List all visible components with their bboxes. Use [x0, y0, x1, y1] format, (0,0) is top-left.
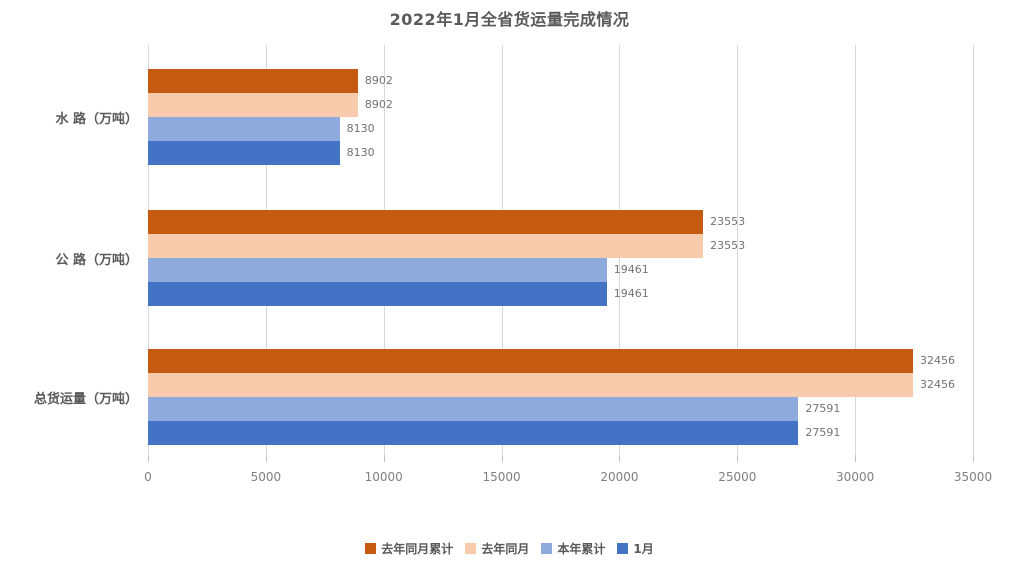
chart-title: 2022年1月全省货运量完成情况 — [389, 10, 630, 29]
x-axis-tick-label: 35000 — [953, 470, 993, 484]
data-label: 32456 — [920, 378, 956, 391]
data-label: 8902 — [364, 98, 393, 111]
x-axis-tick-label: 20000 — [600, 470, 639, 484]
legend-swatch-icon — [541, 543, 553, 554]
x-axis-tick-label: 0 — [144, 470, 152, 484]
x-axis-tick — [501, 455, 503, 462]
legend-item: 本年累计 — [541, 540, 605, 557]
bar-去年同月 — [148, 93, 358, 117]
bar-row: 8130 — [148, 117, 973, 141]
legend-swatch-icon — [465, 543, 477, 554]
category-label: 水 路（万吨） — [55, 112, 138, 127]
bar-group: 8902 8902 8130 8130 — [148, 69, 973, 165]
bar-去年同月 — [148, 373, 914, 397]
data-label: 32456 — [920, 354, 956, 367]
legend-item: 去年同月累计 — [365, 540, 453, 557]
legend-label: 1月 — [633, 542, 654, 556]
data-label: 8902 — [364, 74, 393, 87]
bar-row: 23553 — [148, 210, 973, 234]
bar-row: 32456 — [148, 349, 973, 373]
data-label: 23553 — [710, 239, 746, 252]
bar-row: 19461 — [148, 282, 973, 306]
legend-item: 1月 — [617, 540, 654, 557]
bar-去年同月累计 — [148, 210, 704, 234]
x-axis-tick — [265, 455, 267, 462]
data-label: 27591 — [805, 402, 841, 415]
x-axis-tick-label: 10000 — [364, 470, 403, 484]
bar-row: 8902 — [148, 93, 973, 117]
bar-1月 — [148, 282, 607, 306]
data-label: 8130 — [346, 122, 375, 135]
plot-area: 0 5000 10000 15000 20000 25000 30000 35000 8902 8… — [144, 45, 992, 484]
data-label: 19461 — [613, 263, 649, 276]
x-axis-tick — [973, 455, 974, 462]
bar-row: 19461 — [148, 258, 973, 282]
x-axis-tick-label: 15000 — [482, 470, 521, 484]
x-axis-tick — [148, 455, 149, 462]
bar-本年累计 — [148, 117, 340, 141]
bar-group: 23553 23553 19461 19461 — [148, 210, 973, 306]
category-label: 公 路（万吨） — [55, 253, 138, 268]
legend-swatch-icon — [617, 543, 629, 554]
bar-row: 8130 — [148, 141, 973, 165]
bar-row: 27591 — [148, 397, 973, 421]
bar-row: 27591 — [148, 421, 973, 445]
legend-label: 本年累计 — [557, 542, 606, 556]
legend-label: 去年同月累计 — [381, 542, 454, 556]
bar-去年同月 — [148, 234, 704, 258]
bar-row: 23553 — [148, 234, 973, 258]
x-axis-tick-label: 25000 — [718, 470, 757, 484]
gridline — [737, 45, 739, 455]
bar-本年累计 — [148, 258, 607, 282]
x-axis-tick — [619, 455, 621, 462]
gridline — [973, 45, 974, 455]
legend-item: 去年同月 — [465, 540, 529, 557]
bar-1月 — [148, 421, 799, 445]
category-label: 总货运量（万吨） — [33, 392, 138, 407]
legend-label: 去年同月 — [481, 542, 530, 556]
bar-row: 8902 — [148, 69, 973, 93]
data-label: 23553 — [710, 215, 746, 228]
x-axis-tick — [737, 455, 739, 462]
data-label: 19461 — [613, 287, 649, 300]
bar-去年同月累计 — [148, 349, 914, 373]
data-label: 27591 — [805, 426, 841, 439]
x-axis-tick-label: 30000 — [836, 470, 875, 484]
chart-legend: 去年同月累计 去年同月 本年累计 1月 — [0, 540, 1019, 557]
bar-1月 — [148, 141, 340, 165]
bar-row: 32456 — [148, 373, 973, 397]
legend-swatch-icon — [365, 543, 377, 554]
gridline — [855, 45, 857, 455]
bar-group: 32456 32456 27591 27591 — [148, 349, 973, 445]
bar-本年累计 — [148, 397, 799, 421]
x-axis-tick — [383, 455, 385, 462]
bar-去年同月累计 — [148, 69, 358, 93]
x-axis-tick-label: 5000 — [250, 470, 282, 484]
x-axis-tick — [855, 455, 857, 462]
data-label: 8130 — [346, 146, 375, 159]
